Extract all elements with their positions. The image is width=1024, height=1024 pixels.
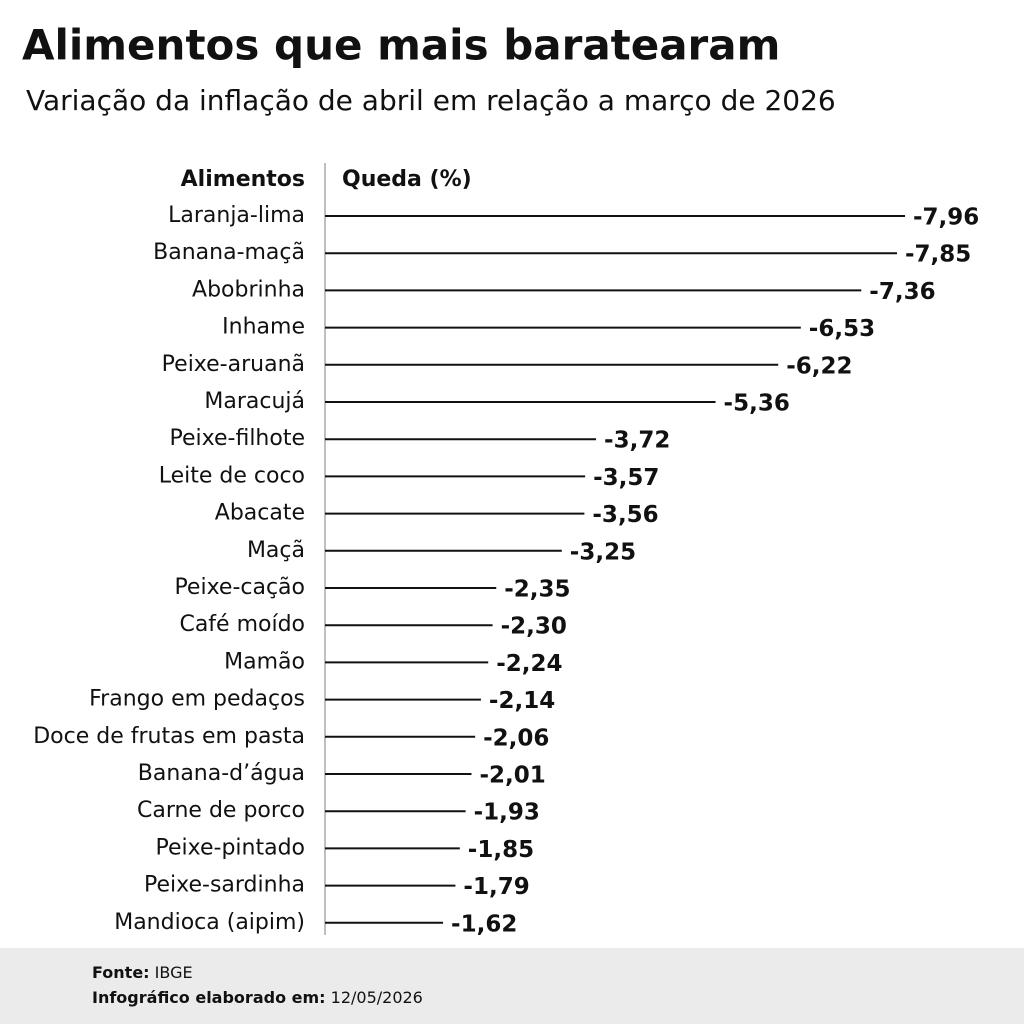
value-header: Queda (%) [342,167,472,192]
category-label: Banana-maçã [153,240,305,265]
value-label: -5,36 [724,391,790,417]
value-label: -1,79 [463,874,529,900]
category-label: Leite de coco [159,463,305,488]
category-label: Doce de frutas em pasta [33,724,305,749]
category-label: Mandioca (aipim) [114,910,305,935]
chart-subtitle: Variação da inflação de abril em relação… [26,84,836,117]
value-label: -1,85 [468,837,534,863]
footer-bg [0,948,1024,1024]
value-label: -2,01 [479,763,545,789]
category-label: Maçã [247,538,305,563]
value-label: -1,93 [474,800,540,826]
value-label: -2,06 [483,725,549,751]
value-label: -3,72 [604,428,670,454]
value-label: -1,62 [451,911,517,937]
source: Fonte: IBGE [92,963,193,982]
category-label: Abobrinha [192,277,305,302]
value-label: -3,57 [593,465,659,491]
category-label: Frango em pedaços [89,687,305,712]
category-header: Alimentos [181,167,305,192]
category-label: Mamão [224,649,305,674]
value-label: -7,96 [913,205,979,231]
value-label: -3,25 [570,539,636,565]
value-label: -2,24 [496,651,562,677]
category-label: Peixe-aruanã [162,352,305,377]
value-label: -7,36 [869,279,935,305]
value-label: -6,53 [809,316,875,342]
category-label: Peixe-cação [174,575,305,600]
source-label: Fonte: [92,963,150,982]
credit: Infográfico elaborado em: 12/05/2026 [92,988,423,1007]
category-label: Peixe-pintado [156,835,306,860]
chart-title: Alimentos que mais baratearam [22,21,780,70]
category-label: Inhame [222,315,305,340]
category-label: Peixe-filhote [170,426,305,451]
category-label: Laranja-lima [168,203,305,228]
category-label: Abacate [215,501,305,526]
category-label: Peixe-sardinha [144,873,305,898]
category-label: Café moído [179,612,305,637]
value-label: -7,85 [905,242,971,268]
source-text: IBGE [155,963,193,982]
category-label: Banana-d’água [138,761,305,786]
value-label: -2,14 [489,688,555,714]
credit-label: Infográfico elaborado em: [92,988,326,1007]
value-label: -2,35 [504,577,570,603]
category-label: Maracujá [204,389,305,414]
value-label: -3,56 [592,502,658,528]
credit-text: 12/05/2026 [331,988,423,1007]
category-label: Carne de porco [137,798,305,823]
value-label: -6,22 [786,353,852,379]
value-label: -2,30 [501,614,567,640]
